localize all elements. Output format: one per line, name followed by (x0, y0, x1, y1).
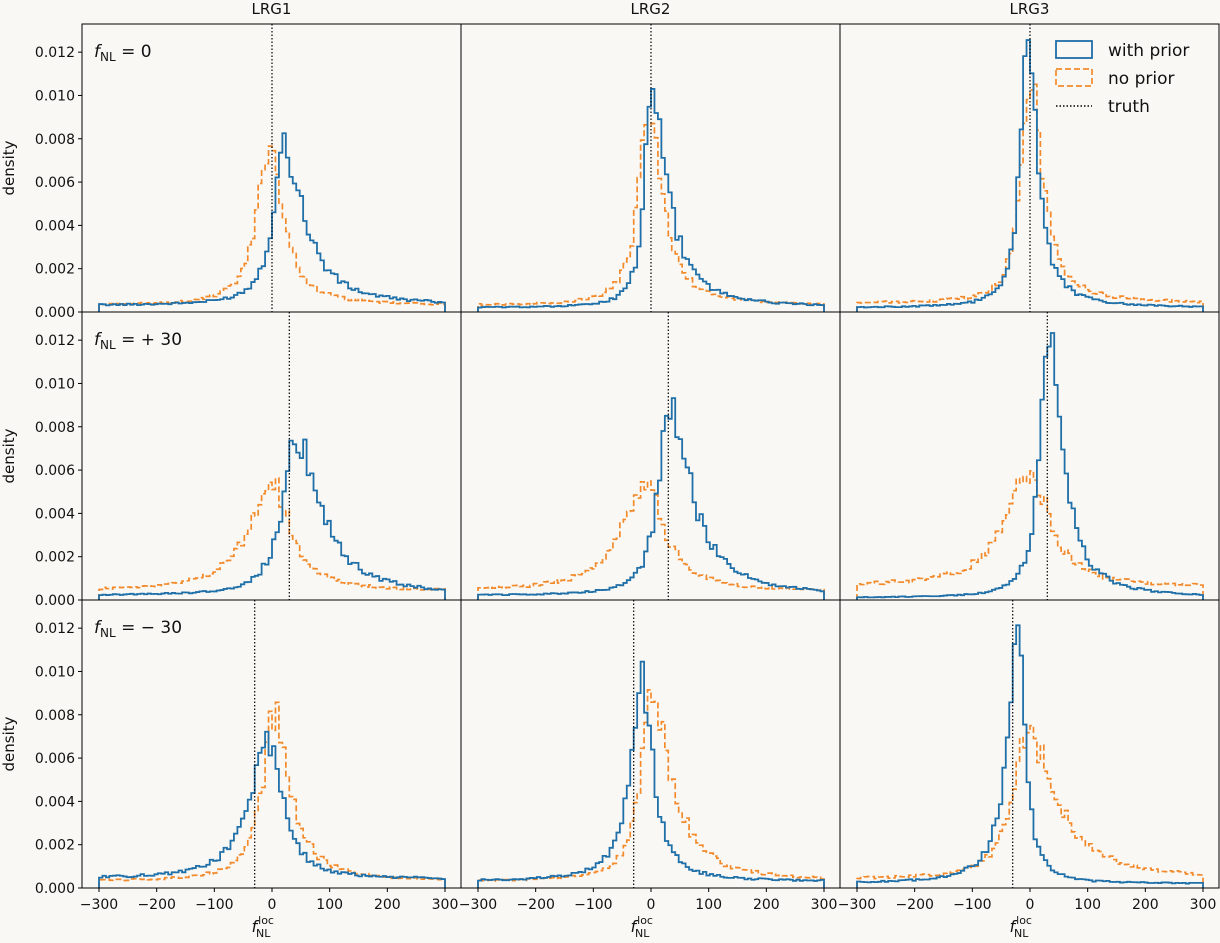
no-prior-histogram (477, 480, 825, 600)
panel-grid: 0.0000.0020.0040.0060.0080.0100.0120.000… (35, 23, 1220, 913)
y-tick-label: 0.010 (35, 376, 75, 392)
row-label: fNL = + 30 (94, 330, 182, 352)
with-prior-histogram (98, 730, 446, 888)
x-tick-label: 300 (1190, 897, 1217, 913)
panel-lrg2-row3: −300 −200 −100 0 100 200 300 (459, 599, 841, 913)
y-axis-label: density (0, 428, 18, 483)
x-tick-label: −100 (574, 897, 612, 913)
y-tick-label: 0.000 (35, 305, 75, 321)
y-tick-label: 0.004 (35, 218, 75, 234)
y-tick-label: 0.002 (35, 550, 75, 566)
with-prior-histogram (477, 397, 825, 600)
y-axis-label: density (0, 140, 18, 195)
x-tick-label: 300 (432, 897, 459, 913)
no-prior-histogram (98, 145, 446, 312)
x-tick-label: 100 (1074, 897, 1101, 913)
x-tick-label: 200 (374, 897, 401, 913)
x-tick-label: 100 (316, 897, 343, 913)
with-prior-histogram (477, 88, 825, 312)
with-prior-histogram (856, 624, 1204, 888)
legend-label: no prior (1108, 69, 1174, 89)
y-tick-label: 0.004 (35, 794, 75, 810)
no-prior-histogram (477, 122, 825, 312)
with-prior-histogram (477, 660, 825, 888)
y-tick-label: 0.002 (35, 262, 75, 278)
y-tick-label: 0.000 (35, 593, 75, 609)
y-axis-label: density (0, 716, 18, 771)
x-tick-label: −200 (516, 897, 554, 913)
panel-lrg1-row3: 0.000 0.002 0.004 0.006 0.008 0.010 0.012 −300 −… (35, 599, 462, 913)
legend-no-prior-swatch (1055, 68, 1093, 87)
with-prior-histogram (98, 132, 446, 312)
x-tick-label: 0 (647, 897, 656, 913)
with-prior-histogram (856, 332, 1204, 600)
legend: with prior no prior truth (1055, 40, 1189, 117)
x-tick-label: 300 (811, 897, 838, 913)
figure-labels: LRG1 LRG2 LRG3 fNL = 0 fNL = + 30 fNL = − 30 d… (0, 0, 1189, 940)
x-tick-label: 0 (268, 897, 277, 913)
x-tick-label: −300 (838, 897, 876, 913)
column-title: LRG2 (631, 0, 671, 18)
y-tick-label: 0.010 (35, 88, 75, 104)
x-tick-label: −100 (195, 897, 233, 913)
x-axis-label: floc NL (1010, 914, 1032, 940)
no-prior-histogram (856, 724, 1204, 888)
legend-label: truth (1108, 97, 1150, 117)
with-prior-histogram (98, 438, 446, 600)
y-tick-label: 0.004 (35, 506, 75, 522)
y-tick-label: 0.002 (35, 838, 75, 854)
x-tick-label: −300 (80, 897, 118, 913)
x-tick-label: −300 (459, 897, 497, 913)
x-axis-label: floc NL (252, 914, 274, 940)
legend-with-prior-swatch (1055, 40, 1093, 59)
y-tick-label: 0.000 (35, 881, 75, 897)
x-tick-label: −200 (137, 897, 175, 913)
x-tick-label: 200 (753, 897, 780, 913)
y-tick-label: 0.010 (35, 664, 75, 680)
x-tick-label: 100 (695, 897, 722, 913)
x-tick-label: −100 (953, 897, 991, 913)
y-tick-label: 0.012 (35, 333, 75, 349)
column-title: LRG1 (252, 0, 292, 18)
y-tick-label: 0.006 (35, 463, 75, 479)
x-tick-label: 0 (1026, 897, 1035, 913)
x-tick-label: −200 (895, 897, 933, 913)
x-tick-label: 200 (1132, 897, 1159, 913)
y-tick-label: 0.012 (35, 45, 75, 61)
y-tick-label: 0.012 (35, 621, 75, 637)
row-label: fNL = − 30 (94, 618, 182, 640)
y-tick-label: 0.006 (35, 751, 75, 767)
y-tick-label: 0.006 (35, 175, 75, 191)
y-tick-label: 0.008 (35, 132, 75, 148)
y-tick-label: 0.008 (35, 420, 75, 436)
no-prior-histogram (856, 469, 1204, 600)
no-prior-histogram (477, 689, 825, 888)
no-prior-histogram (98, 477, 446, 600)
column-title: LRG3 (1010, 0, 1050, 18)
y-tick-label: 0.008 (35, 708, 75, 724)
legend-label: with prior (1108, 41, 1189, 61)
row-label: fNL = 0 (94, 42, 152, 64)
panel-lrg3-row3: −300 −200 −100 0 100 200 300 (838, 599, 1220, 913)
x-axis-label: floc NL (631, 914, 653, 940)
